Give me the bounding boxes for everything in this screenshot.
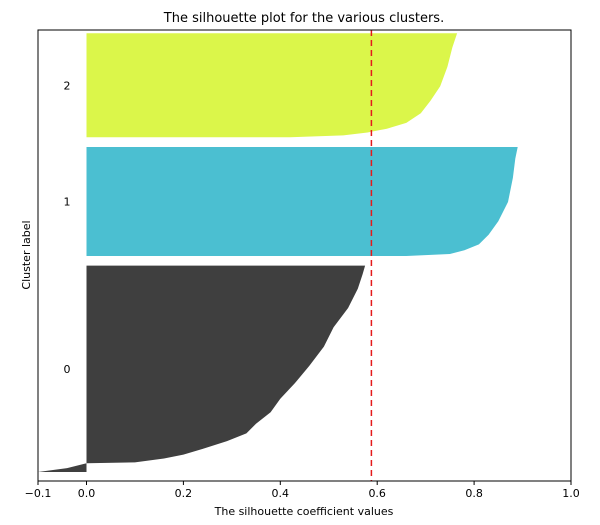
chart-title: The silhouette plot for the various clus… [163,11,444,26]
x-tick-label: 0.2 [175,487,193,500]
x-tick-label: 0.0 [78,487,96,500]
cluster-label-2: 2 [64,79,71,92]
cluster-labels: 0 1 2 [64,79,71,376]
cluster-label-1: 1 [64,196,71,209]
x-tick-label: −0.1 [25,487,52,500]
x-tick-label: 0.6 [368,487,386,500]
cluster-1-area [86,147,518,256]
axes-frame [37,29,572,482]
x-axis-ticks: −0.1 0.0 0.2 0.4 0.6 0.8 1.0 [25,481,580,500]
cluster-areas [38,33,518,472]
x-tick-label: 0.8 [465,487,483,500]
cluster-label-0: 0 [64,363,71,376]
x-tick-label: 1.0 [562,487,580,500]
cluster-2-area [86,33,458,138]
x-tick-label: 0.4 [272,487,290,500]
cluster-0-area [38,265,366,472]
y-axis-label: Cluster label [20,220,33,289]
x-axis-label: The silhouette coefficient values [214,505,394,518]
